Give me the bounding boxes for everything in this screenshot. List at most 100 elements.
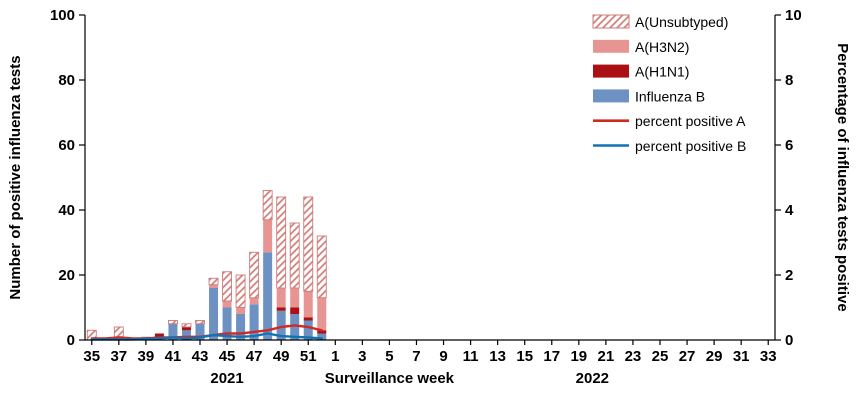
bar-segment-a-unsubtyped- bbox=[195, 320, 205, 325]
left-axis-title: Number of positive influenza tests bbox=[7, 55, 24, 299]
bar-segment-a-unsubtyped- bbox=[316, 235, 327, 299]
x-axis-tick-label: 15 bbox=[516, 348, 533, 365]
legend-item-a-h1n1-: A(H1N1) bbox=[593, 64, 689, 80]
bar-segment-a-h3n2- bbox=[236, 307, 246, 314]
bar-segment-a-unsubtyped- bbox=[181, 323, 192, 328]
bar-segment-influenza-b bbox=[290, 314, 300, 340]
bar-segment-a-h1n1- bbox=[290, 307, 300, 314]
right-axis-tick-label: 10 bbox=[785, 7, 802, 24]
bar-segment-influenza-b bbox=[249, 304, 259, 340]
bar-segment-a-h1n1- bbox=[303, 317, 313, 321]
bar-segment-a-unsubtyped- bbox=[113, 326, 124, 338]
bar-segment-a-unsubtyped- bbox=[167, 320, 178, 325]
x-axis-tick-label: 17 bbox=[543, 348, 560, 365]
right-axis-title: Percentage of influenza tests positive bbox=[834, 43, 851, 311]
right-axis-tick-label: 4 bbox=[785, 202, 794, 219]
left-axis-tick-label: 40 bbox=[58, 202, 75, 219]
x-axis-tick-label: 1 bbox=[331, 348, 339, 365]
legend-label-a-h3n2-: A(H3N2) bbox=[635, 39, 689, 55]
bar-segment-a-unsubtyped- bbox=[222, 271, 233, 302]
bar-segment-a-unsubtyped- bbox=[208, 277, 219, 286]
legend-item-a-h3n2-: A(H3N2) bbox=[593, 39, 689, 55]
bar-segment-a-unsubtyped- bbox=[235, 274, 246, 308]
bar-segment-a-h3n2- bbox=[222, 301, 232, 308]
right-axis-tick-label: 8 bbox=[785, 72, 793, 89]
right-axis-tick-label: 6 bbox=[785, 137, 793, 154]
right-axis-tick-label: 2 bbox=[785, 267, 793, 284]
x-axis-tick-label: 3 bbox=[358, 348, 366, 365]
left-axis-tick-label: 80 bbox=[58, 72, 75, 89]
legend-swatch-influenza-b bbox=[593, 89, 629, 103]
x-axis-tick-label: 11 bbox=[463, 348, 479, 365]
bar-segment-influenza-b bbox=[222, 307, 232, 340]
legend-swatch-a-h3n2- bbox=[593, 39, 629, 53]
bar-segment-influenza-b bbox=[195, 323, 205, 340]
bar-segment-a-h3n2- bbox=[249, 297, 259, 305]
x-axis-tick-label: 45 bbox=[219, 348, 236, 365]
left-axis-tick-label: 20 bbox=[58, 267, 75, 284]
x-axis-tick-label: 7 bbox=[412, 348, 420, 365]
x-axis-tick-label: 49 bbox=[273, 348, 290, 365]
bar-segment-influenza-b bbox=[209, 288, 219, 340]
x-axis-title: Surveillance week bbox=[325, 370, 455, 387]
x-axis-tick-label: 37 bbox=[110, 348, 127, 365]
x-axis-tick-label: 41 bbox=[165, 348, 182, 365]
left-axis-tick-label: 100 bbox=[50, 7, 75, 24]
x-axis-tick-label: 21 bbox=[598, 348, 615, 365]
bar-segment-influenza-b bbox=[181, 330, 191, 340]
year-label-2022: 2022 bbox=[576, 370, 609, 387]
bar-segment-influenza-b bbox=[168, 323, 178, 340]
bar-segment-a-h1n1- bbox=[154, 333, 164, 337]
legend-label-influenza-b: Influenza B bbox=[635, 88, 705, 104]
left-axis-tick-label: 0 bbox=[67, 332, 75, 349]
legend: A(Unsubtyped) A(H3N2) A(H1N1) Influenza B pe… bbox=[592, 14, 746, 154]
left-axis-tick-label: 60 bbox=[58, 137, 75, 154]
legend-label-a-h1n1-: A(H1N1) bbox=[635, 64, 689, 80]
bar-series-group bbox=[86, 190, 327, 341]
x-axis-tick-label: 31 bbox=[733, 348, 750, 365]
legend-item-percent-positive-b: percent positive B bbox=[593, 138, 746, 154]
x-axis-tick-label: 23 bbox=[625, 348, 642, 365]
legend-item-influenza-b: Influenza B bbox=[593, 88, 705, 104]
legend-item-percent-positive-a: percent positive A bbox=[593, 113, 746, 129]
x-axis-tick-label: 27 bbox=[679, 348, 696, 365]
bar-segment-a-h3n2- bbox=[263, 219, 273, 253]
x-axis-tick-label: 51 bbox=[300, 348, 317, 365]
bar-segment-a-h1n1- bbox=[276, 307, 286, 311]
x-axis-tick-label: 47 bbox=[246, 348, 263, 365]
legend-label-percent-positive-b: percent positive B bbox=[635, 138, 746, 154]
x-axis-tick-label: 43 bbox=[192, 348, 209, 365]
bar-segment-a-h3n2- bbox=[290, 288, 300, 308]
legend-label-a-unsubtyped-: A(Unsubtyped) bbox=[635, 14, 728, 30]
bar-segment-influenza-b bbox=[276, 310, 286, 340]
bar-segment-influenza-b bbox=[303, 320, 313, 340]
bar-segment-a-h3n2- bbox=[209, 284, 219, 288]
x-axis-tick-label: 9 bbox=[439, 348, 447, 365]
right-axis-tick-label: 0 bbox=[785, 332, 793, 349]
percent-line-percent-positive-b bbox=[90, 332, 323, 341]
bar-segment-a-unsubtyped- bbox=[262, 190, 273, 221]
legend-swatch-a-h1n1- bbox=[593, 64, 629, 78]
bar-segment-a-h1n1- bbox=[181, 327, 191, 331]
bar-segment-a-unsubtyped- bbox=[289, 222, 300, 289]
legend-label-percent-positive-a: percent positive A bbox=[635, 113, 746, 129]
legend-swatch-a-unsubtyped- bbox=[592, 14, 630, 29]
bar-segment-influenza-b bbox=[317, 333, 327, 340]
x-axis-tick-label: 25 bbox=[652, 348, 669, 365]
bar-segment-a-h1n1- bbox=[317, 330, 327, 334]
legend-item-a-unsubtyped-: A(Unsubtyped) bbox=[592, 14, 728, 30]
bar-segment-a-h3n2- bbox=[317, 297, 327, 331]
bar-segment-a-unsubtyped- bbox=[303, 196, 314, 292]
bar-segment-a-h3n2- bbox=[303, 291, 313, 318]
x-axis-tick-label: 5 bbox=[385, 348, 393, 365]
x-axis-tick-label: 35 bbox=[83, 348, 100, 365]
bar-segment-a-h3n2- bbox=[276, 288, 286, 308]
year-label-2021: 2021 bbox=[210, 370, 243, 387]
x-axis-tick-label: 13 bbox=[489, 348, 506, 365]
x-axis-tick-label: 19 bbox=[570, 348, 587, 365]
x-axis-tick-label: 33 bbox=[760, 348, 777, 365]
bar-segment-a-unsubtyped- bbox=[276, 196, 287, 289]
bar-segment-a-unsubtyped- bbox=[249, 251, 260, 299]
bar-segment-influenza-b bbox=[263, 252, 273, 340]
